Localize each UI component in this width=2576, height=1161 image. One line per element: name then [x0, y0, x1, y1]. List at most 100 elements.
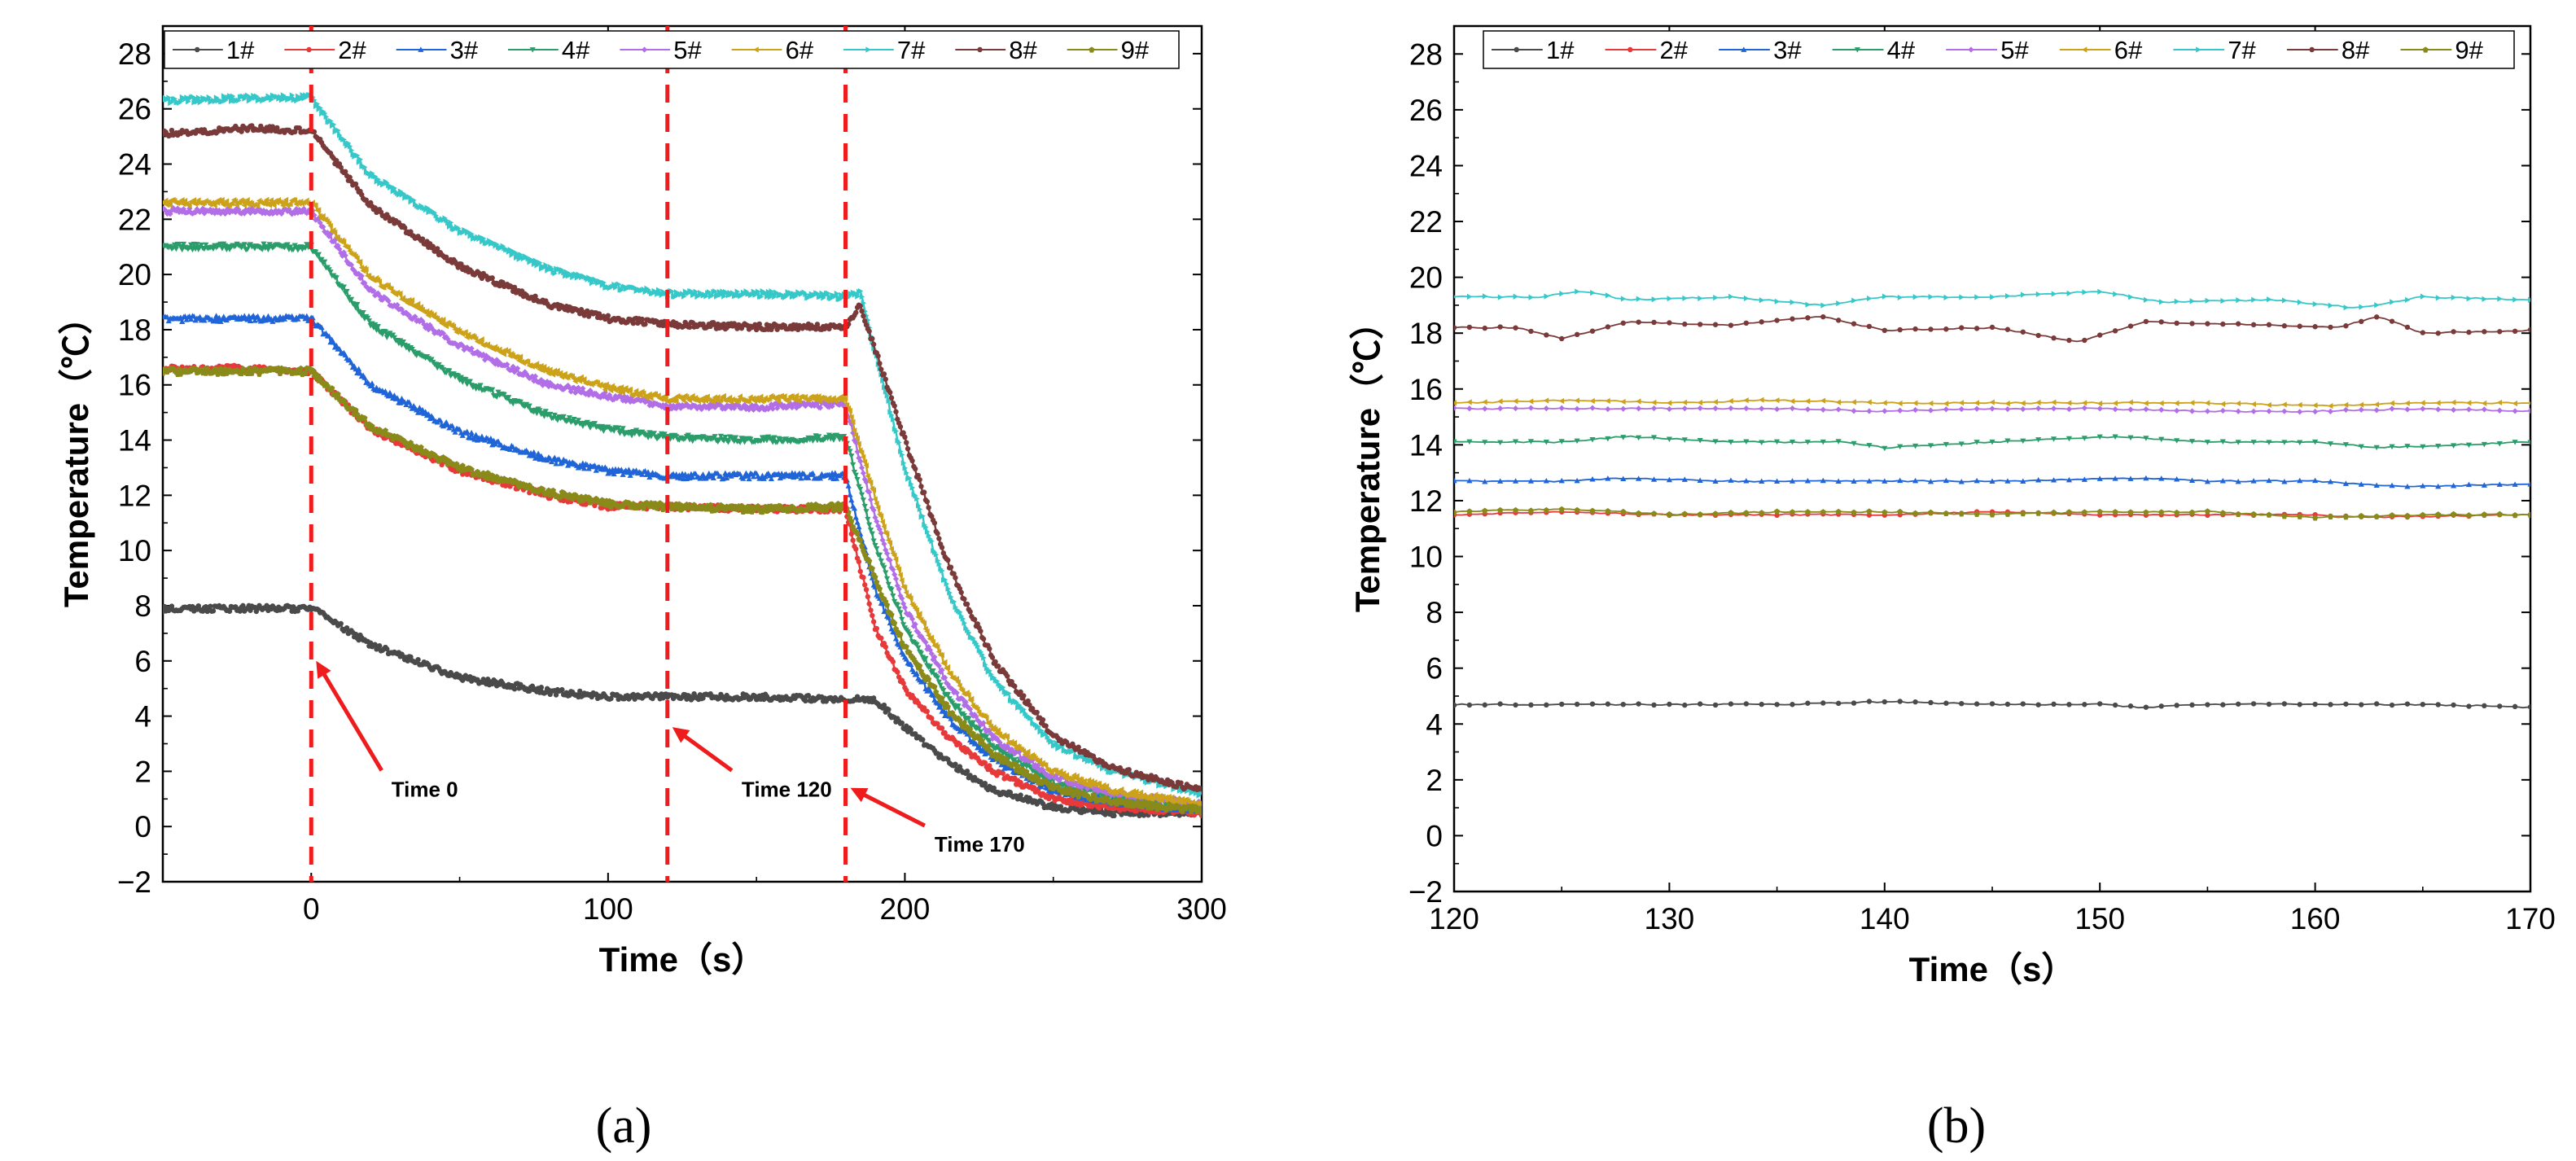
- data-point: [768, 475, 774, 481]
- data-point: [356, 366, 362, 372]
- data-point: [603, 466, 610, 471]
- data-point: [531, 449, 537, 455]
- data-point: [803, 698, 808, 704]
- data-point: [309, 314, 316, 321]
- data-point: [212, 317, 218, 323]
- data-point: [384, 646, 390, 652]
- series-line: [163, 364, 1202, 817]
- data-point: [809, 470, 817, 476]
- data-point: [639, 471, 646, 477]
- y-tick-label: 24: [118, 148, 151, 182]
- y-tick-label: 26: [118, 93, 151, 126]
- data-point: [506, 446, 514, 452]
- data-point: [881, 565, 887, 571]
- x-axis-label: Time（s）: [599, 940, 766, 979]
- data-point: [833, 475, 840, 481]
- data-point: [800, 471, 808, 476]
- data-point: [913, 670, 920, 677]
- data-point: [281, 316, 288, 322]
- data-point: [331, 339, 337, 345]
- data-point: [415, 656, 421, 663]
- data-point: [1000, 770, 1005, 776]
- data-point: [885, 615, 892, 620]
- data-point: [860, 497, 866, 503]
- y-tick-label: 22: [118, 203, 151, 236]
- y-tick-label: 20: [118, 258, 151, 291]
- data-point: [191, 313, 197, 319]
- data-point: [861, 503, 868, 510]
- data-point: [1018, 779, 1023, 786]
- data-point: [929, 716, 935, 721]
- data-point: [865, 516, 871, 523]
- data-point: [883, 644, 888, 650]
- data-point: [900, 680, 906, 686]
- data-point: [608, 695, 614, 702]
- data-point: [344, 624, 350, 631]
- data-point: [895, 669, 900, 675]
- x-tick-label: 200: [880, 892, 931, 926]
- data-point: [559, 686, 565, 693]
- data-point: [854, 519, 861, 525]
- y-tick-label: −2: [117, 865, 151, 899]
- data-point: [538, 685, 545, 690]
- data-point: [405, 658, 410, 664]
- data-point: [699, 471, 707, 477]
- data-point: [1141, 813, 1147, 818]
- data-point: [847, 492, 853, 497]
- data-point: [559, 459, 565, 466]
- data-point: [544, 457, 550, 463]
- data-point: [746, 475, 752, 482]
- data-point: [899, 616, 905, 623]
- data-point: [935, 721, 940, 727]
- y-axis-label: Temperature（℃）: [57, 300, 95, 607]
- data-point: [857, 568, 863, 574]
- data-point: [883, 570, 889, 576]
- data-point: [468, 429, 475, 436]
- data-point: [854, 476, 861, 483]
- x-tick-label: 300: [1176, 892, 1227, 926]
- plot-frame: [161, 24, 1203, 883]
- data-point: [529, 453, 536, 458]
- data-point: [870, 612, 875, 619]
- data-point: [535, 450, 541, 457]
- data-point: [857, 486, 864, 493]
- data-point: [553, 460, 559, 467]
- data-point: [964, 768, 970, 774]
- y-tick-label: 10: [118, 534, 151, 567]
- data-point: [690, 474, 696, 480]
- data-point: [866, 522, 873, 528]
- data-point: [869, 531, 875, 537]
- data-point: [682, 471, 689, 477]
- data-point: [897, 610, 904, 616]
- data-point: [1111, 813, 1117, 819]
- data-point: [336, 346, 343, 352]
- y-tick-label: 2: [134, 755, 151, 788]
- data-point: [533, 454, 540, 461]
- data-point: [899, 720, 905, 726]
- data-point: [486, 438, 493, 445]
- data-point: [624, 469, 631, 475]
- data-point: [416, 405, 423, 410]
- data-point: [464, 428, 471, 434]
- data-point: [883, 576, 891, 582]
- data-point: [982, 780, 988, 786]
- data-point: [798, 475, 804, 481]
- data-point: [577, 688, 583, 694]
- data-point: [394, 395, 401, 401]
- data-point: [593, 467, 599, 473]
- data-point: [862, 582, 868, 588]
- data-point: [201, 318, 208, 323]
- data-point: [645, 469, 651, 475]
- data-point: [908, 726, 913, 733]
- data-point: [874, 625, 879, 632]
- data-point: [578, 463, 585, 470]
- data-point: [607, 469, 615, 475]
- data-point: [890, 659, 896, 664]
- data-point: [805, 693, 812, 699]
- data-point: [722, 470, 729, 476]
- data-point: [618, 467, 624, 472]
- data-point: [226, 608, 233, 614]
- data-point: [376, 643, 383, 649]
- data-point: [488, 436, 494, 441]
